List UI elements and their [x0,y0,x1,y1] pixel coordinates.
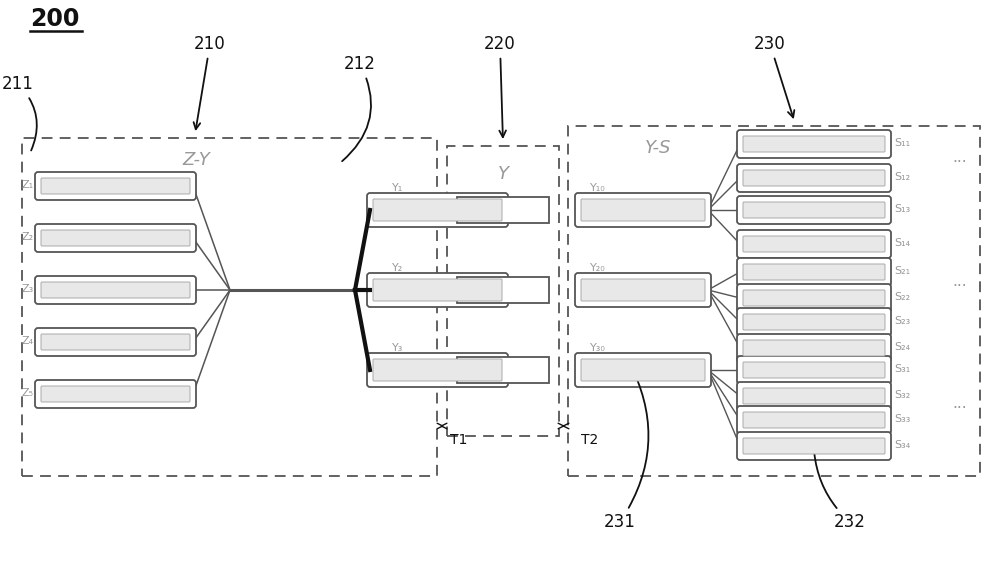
FancyBboxPatch shape [743,290,885,306]
Text: S₂₃: S₂₃ [894,316,910,326]
Bar [568,126,980,476]
FancyBboxPatch shape [575,193,711,227]
FancyBboxPatch shape [743,170,885,186]
Text: 232: 232 [814,453,866,531]
FancyBboxPatch shape [35,328,196,356]
FancyBboxPatch shape [575,353,711,387]
Text: 211: 211 [2,75,37,150]
FancyBboxPatch shape [737,284,891,312]
Text: Z₃: Z₃ [22,284,34,294]
Text: Y₂₀: Y₂₀ [590,263,606,273]
FancyBboxPatch shape [737,382,891,410]
Bar [22,138,437,476]
FancyBboxPatch shape [41,334,190,350]
Text: Y₃: Y₃ [392,343,404,353]
Text: S₁₃: S₁₃ [894,204,910,214]
Text: S₁₄: S₁₄ [894,238,910,248]
FancyBboxPatch shape [743,362,885,378]
FancyBboxPatch shape [35,380,196,408]
Text: S₂₄: S₂₄ [894,342,910,352]
Text: Z₂: Z₂ [22,232,34,242]
FancyBboxPatch shape [743,236,885,252]
FancyBboxPatch shape [367,273,508,307]
Text: ...: ... [953,149,967,165]
Text: S₂₂: S₂₂ [894,292,910,302]
Bar [447,146,559,436]
FancyBboxPatch shape [41,282,190,298]
Text: 200: 200 [30,7,80,31]
FancyBboxPatch shape [35,224,196,252]
FancyBboxPatch shape [41,230,190,246]
Text: Y-S: Y-S [645,139,671,157]
Bar [457,277,549,303]
FancyBboxPatch shape [737,130,891,158]
FancyBboxPatch shape [737,356,891,384]
Text: ...: ... [953,273,967,289]
FancyBboxPatch shape [41,386,190,402]
FancyBboxPatch shape [35,172,196,200]
FancyBboxPatch shape [743,314,885,330]
FancyBboxPatch shape [743,388,885,404]
Text: 220: 220 [484,35,516,137]
FancyBboxPatch shape [373,279,502,301]
Text: ...: ... [953,397,967,412]
FancyBboxPatch shape [737,258,891,286]
FancyBboxPatch shape [737,432,891,460]
Text: S₃₃: S₃₃ [894,414,910,424]
FancyBboxPatch shape [737,406,891,434]
Text: 231: 231 [604,362,648,531]
Text: Y₁₀: Y₁₀ [590,183,606,193]
Text: T1: T1 [450,433,468,447]
Bar [457,197,549,223]
Text: Z₄: Z₄ [22,336,34,346]
Text: Y₂: Y₂ [392,263,404,273]
FancyBboxPatch shape [367,193,508,227]
FancyBboxPatch shape [743,412,885,428]
FancyBboxPatch shape [373,359,502,381]
FancyBboxPatch shape [575,273,711,307]
Text: Z₅: Z₅ [22,388,34,398]
FancyBboxPatch shape [581,279,705,301]
FancyBboxPatch shape [743,340,885,356]
Text: 210: 210 [194,35,226,129]
Text: S₁₂: S₁₂ [894,172,910,182]
Text: S₃₂: S₃₂ [894,390,910,400]
FancyBboxPatch shape [737,230,891,258]
FancyBboxPatch shape [743,438,885,454]
Text: Z₁: Z₁ [22,180,34,190]
FancyBboxPatch shape [41,178,190,194]
FancyBboxPatch shape [737,164,891,192]
Text: S₁₁: S₁₁ [894,138,910,148]
FancyBboxPatch shape [743,136,885,152]
FancyBboxPatch shape [743,264,885,280]
Text: 212: 212 [342,55,376,161]
Text: 230: 230 [754,35,794,118]
Text: S₃₄: S₃₄ [894,440,910,450]
Text: Z-Y: Z-Y [182,151,210,169]
FancyBboxPatch shape [581,199,705,221]
Text: T2: T2 [581,433,599,447]
FancyBboxPatch shape [367,353,508,387]
FancyBboxPatch shape [737,196,891,224]
FancyBboxPatch shape [35,276,196,304]
FancyBboxPatch shape [743,202,885,218]
FancyBboxPatch shape [581,359,705,381]
Text: Y₃₀: Y₃₀ [590,343,606,353]
Text: S₂₁: S₂₁ [894,266,910,276]
FancyBboxPatch shape [737,308,891,336]
Text: S₃₁: S₃₁ [894,364,910,374]
Bar [457,357,549,383]
FancyBboxPatch shape [373,199,502,221]
FancyBboxPatch shape [737,334,891,362]
Text: Y: Y [498,165,509,183]
Text: Y₁: Y₁ [392,183,404,193]
